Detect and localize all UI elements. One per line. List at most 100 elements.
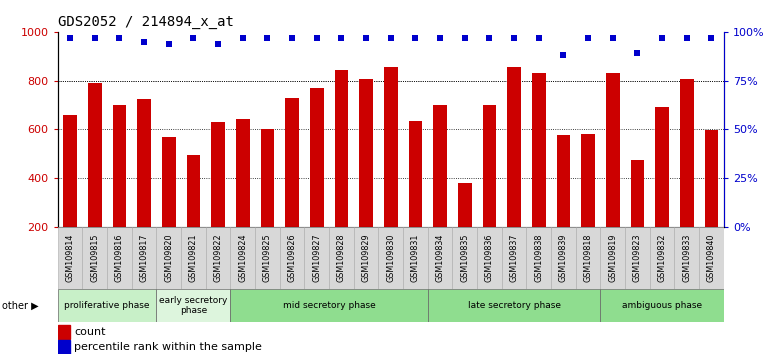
Bar: [335, 70, 348, 275]
Bar: [58, 325, 70, 339]
FancyBboxPatch shape: [428, 227, 453, 289]
FancyBboxPatch shape: [255, 227, 280, 289]
Point: [631, 51, 644, 56]
Point: [212, 41, 224, 46]
FancyBboxPatch shape: [675, 227, 699, 289]
Text: GDS2052 / 214894_x_at: GDS2052 / 214894_x_at: [58, 16, 233, 29]
FancyBboxPatch shape: [625, 227, 650, 289]
Point: [582, 35, 594, 41]
Bar: [88, 83, 102, 275]
Text: GSM109819: GSM109819: [608, 233, 618, 282]
Point: [656, 35, 668, 41]
Point: [89, 35, 101, 41]
Bar: [162, 137, 176, 275]
FancyBboxPatch shape: [58, 227, 82, 289]
Bar: [458, 183, 471, 275]
FancyBboxPatch shape: [304, 227, 329, 289]
Point: [681, 35, 693, 41]
FancyBboxPatch shape: [453, 227, 477, 289]
Bar: [409, 121, 422, 275]
FancyBboxPatch shape: [230, 227, 255, 289]
FancyBboxPatch shape: [82, 227, 107, 289]
Point: [410, 35, 422, 41]
Text: GSM109817: GSM109817: [139, 233, 149, 282]
Point: [335, 35, 347, 41]
FancyBboxPatch shape: [601, 227, 625, 289]
Point: [384, 35, 397, 41]
Bar: [286, 98, 299, 275]
FancyBboxPatch shape: [502, 227, 527, 289]
FancyBboxPatch shape: [699, 227, 724, 289]
FancyBboxPatch shape: [329, 227, 353, 289]
Point: [484, 35, 496, 41]
Text: late secretory phase: late secretory phase: [467, 301, 561, 310]
Bar: [680, 79, 694, 275]
Text: GSM109822: GSM109822: [213, 233, 223, 282]
Bar: [483, 105, 496, 275]
Text: GSM109829: GSM109829: [362, 233, 370, 282]
Text: GSM109837: GSM109837: [510, 233, 519, 282]
Point: [508, 35, 521, 41]
Bar: [705, 130, 718, 275]
Bar: [310, 88, 323, 275]
Text: GSM109814: GSM109814: [65, 233, 75, 282]
FancyBboxPatch shape: [601, 289, 724, 322]
FancyBboxPatch shape: [280, 227, 304, 289]
Text: GSM109825: GSM109825: [263, 233, 272, 282]
FancyBboxPatch shape: [650, 227, 675, 289]
FancyBboxPatch shape: [527, 227, 551, 289]
Bar: [137, 99, 151, 275]
Text: GSM109826: GSM109826: [288, 233, 296, 282]
Point: [162, 41, 175, 46]
Text: GSM109816: GSM109816: [115, 233, 124, 282]
Point: [138, 39, 150, 45]
FancyBboxPatch shape: [378, 227, 403, 289]
Text: percentile rank within the sample: percentile rank within the sample: [75, 342, 263, 352]
FancyBboxPatch shape: [156, 227, 181, 289]
FancyBboxPatch shape: [403, 227, 428, 289]
Point: [607, 35, 619, 41]
FancyBboxPatch shape: [477, 227, 502, 289]
Point: [261, 35, 273, 41]
Bar: [655, 107, 669, 275]
Point: [236, 35, 249, 41]
FancyBboxPatch shape: [107, 227, 132, 289]
Bar: [507, 67, 521, 275]
Text: GSM109818: GSM109818: [584, 233, 593, 282]
Text: GSM109832: GSM109832: [658, 233, 667, 282]
FancyBboxPatch shape: [132, 227, 156, 289]
Text: GSM109827: GSM109827: [313, 233, 321, 282]
Text: GSM109838: GSM109838: [534, 233, 544, 282]
FancyBboxPatch shape: [428, 289, 601, 322]
Text: GSM109821: GSM109821: [189, 233, 198, 282]
Point: [360, 35, 372, 41]
Point: [187, 35, 199, 41]
Text: GSM109820: GSM109820: [164, 233, 173, 282]
Text: GSM109835: GSM109835: [460, 233, 469, 282]
Point: [434, 35, 447, 41]
Text: GSM109830: GSM109830: [387, 233, 395, 282]
Bar: [112, 105, 126, 275]
Text: proliferative phase: proliferative phase: [65, 301, 150, 310]
Bar: [186, 155, 200, 275]
Text: GSM109824: GSM109824: [238, 233, 247, 282]
Text: early secretory
phase: early secretory phase: [159, 296, 228, 315]
Bar: [581, 134, 595, 275]
Bar: [360, 79, 373, 275]
Bar: [261, 129, 274, 275]
FancyBboxPatch shape: [181, 227, 206, 289]
Point: [459, 35, 471, 41]
FancyBboxPatch shape: [576, 227, 601, 289]
Bar: [532, 73, 546, 275]
Point: [533, 35, 545, 41]
Text: GSM109831: GSM109831: [411, 233, 420, 282]
Text: GSM109828: GSM109828: [337, 233, 346, 282]
FancyBboxPatch shape: [353, 227, 378, 289]
Bar: [236, 120, 249, 275]
Text: count: count: [75, 327, 106, 337]
Text: mid secretory phase: mid secretory phase: [283, 301, 376, 310]
Text: ambiguous phase: ambiguous phase: [622, 301, 702, 310]
Text: GSM109833: GSM109833: [682, 233, 691, 282]
Point: [286, 35, 298, 41]
Text: other ▶: other ▶: [2, 301, 38, 311]
